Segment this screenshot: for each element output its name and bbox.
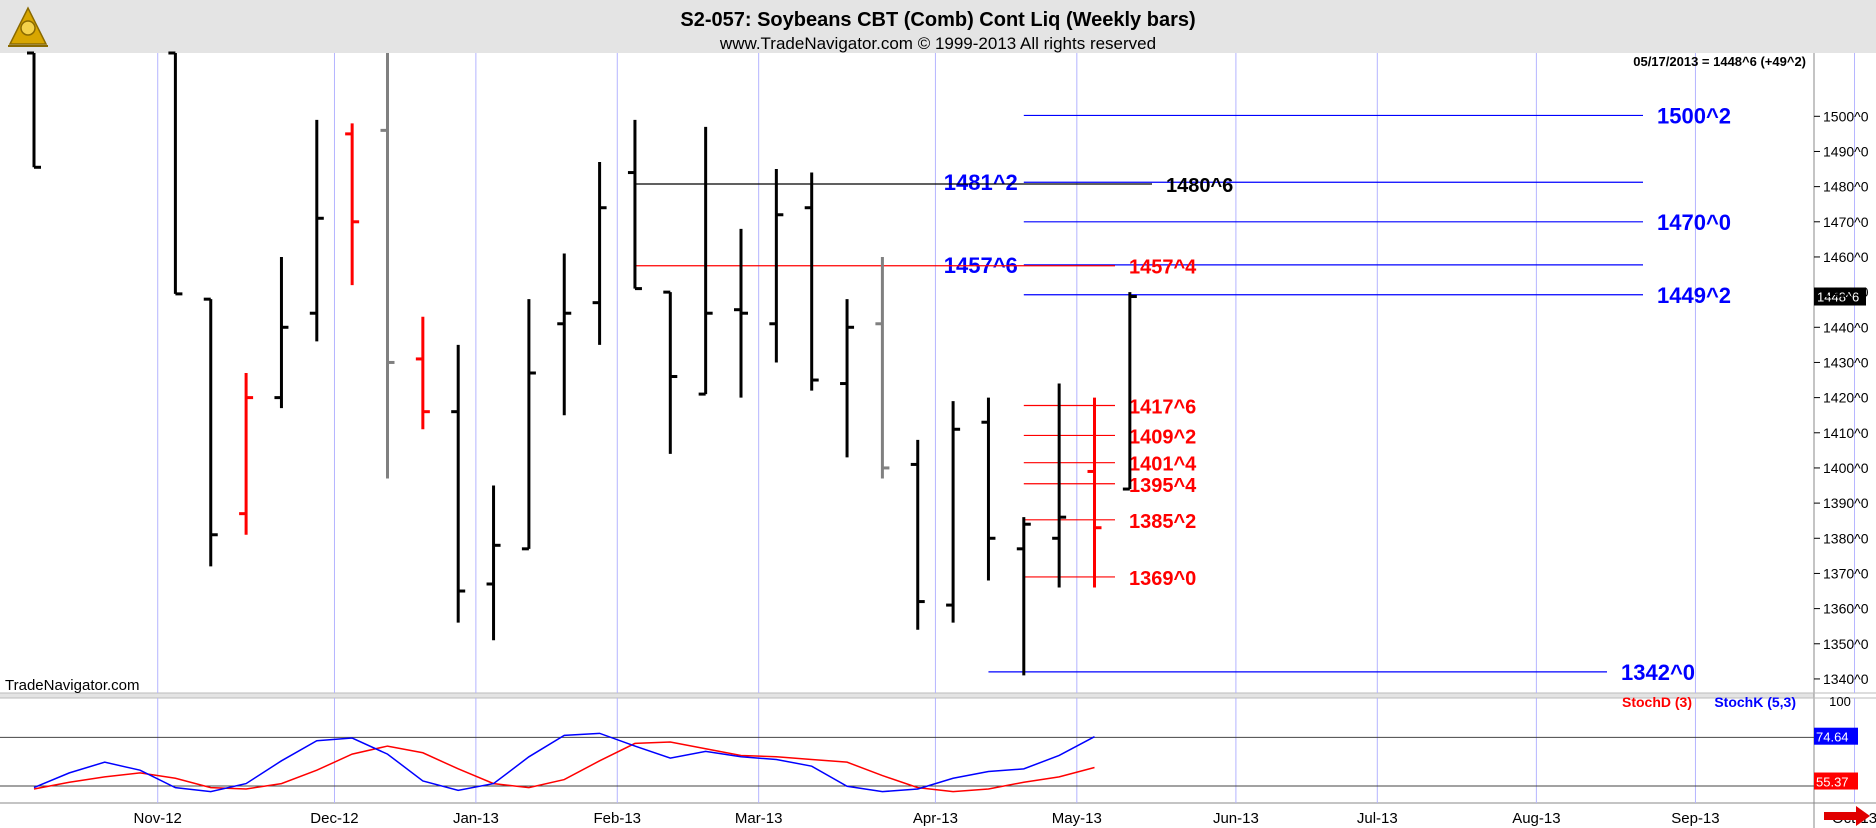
price-tick-label: 1390^0 xyxy=(1823,495,1869,511)
price-tick-label: 1440^0 xyxy=(1823,319,1869,335)
time-axis xyxy=(0,803,1876,828)
time-tick-label: Apr-13 xyxy=(913,810,958,827)
level-label: 1369^0 xyxy=(1129,568,1196,590)
scroll-right-icon[interactable] xyxy=(1824,806,1870,826)
legend-stochd: StochD (3) xyxy=(1622,694,1692,710)
price-bar xyxy=(274,256,289,409)
chart-title: S2-057: Soybeans CBT (Comb) Cont Liq (We… xyxy=(680,9,1195,31)
time-tick-label: Mar-13 xyxy=(735,810,783,827)
price-tick-label: 1430^0 xyxy=(1823,354,1869,370)
price-bar xyxy=(946,401,961,623)
price-bar xyxy=(875,256,890,479)
price-bar xyxy=(380,53,395,479)
price-bar xyxy=(1052,383,1067,588)
price-bar xyxy=(1122,292,1137,491)
price-tick-label: 1450^0 xyxy=(1823,284,1869,300)
level-label: 1481^2 xyxy=(944,170,1018,195)
price-bar xyxy=(521,299,536,551)
price-bar xyxy=(592,162,607,345)
price-tick-label: 1380^0 xyxy=(1823,530,1869,546)
price-tick-label: 1370^0 xyxy=(1823,565,1869,581)
level-label: 1409^2 xyxy=(1129,426,1196,448)
price-panel xyxy=(0,53,1814,693)
price-bar xyxy=(1087,397,1102,588)
price-bar xyxy=(910,439,925,630)
price-tick-label: 1340^0 xyxy=(1823,671,1869,687)
time-tick-label: Jun-13 xyxy=(1213,810,1259,827)
last-price-box xyxy=(1814,287,1866,306)
price-tick-label: 1410^0 xyxy=(1823,425,1869,441)
price-tick-label: 1350^0 xyxy=(1823,636,1869,652)
stoch-value-box xyxy=(1814,727,1858,745)
level-label: 1342^0 xyxy=(1621,660,1695,685)
last-price-label: 1448^6 xyxy=(1817,290,1859,305)
watermark: TradeNavigator.com xyxy=(5,677,140,694)
level-label: 1500^2 xyxy=(1657,103,1731,128)
grid-lines xyxy=(0,53,1856,803)
level-label: 1480^6 xyxy=(1166,175,1233,197)
price-bar xyxy=(345,123,360,286)
price-bar xyxy=(804,172,819,391)
time-tick-label: Aug-13 xyxy=(1512,810,1560,827)
price-bar xyxy=(415,316,430,430)
price-bar xyxy=(981,397,996,581)
time-tick-label: May-13 xyxy=(1052,810,1102,827)
stoch-value-box xyxy=(1814,772,1858,790)
price-bars: 1448^6 xyxy=(27,51,1866,676)
stoch-tick-100: 100 xyxy=(1829,694,1851,709)
price-tick-label: 1490^0 xyxy=(1823,143,1869,159)
stochd-line xyxy=(33,741,1095,793)
price-bar xyxy=(486,485,501,641)
price-tick-label: 1400^0 xyxy=(1823,460,1869,476)
time-tick-label: Jan-13 xyxy=(453,810,499,827)
sextant-icon[interactable] xyxy=(8,6,48,47)
price-tick-label: 1480^0 xyxy=(1823,179,1869,195)
price-bar xyxy=(698,126,713,396)
price-tick-label: 1420^0 xyxy=(1823,390,1869,406)
price-bar xyxy=(734,228,748,398)
stochk-line xyxy=(33,732,1095,793)
level-label: 1417^6 xyxy=(1129,397,1196,419)
level-label: 1385^2 xyxy=(1129,511,1196,533)
level-label: 1449^2 xyxy=(1657,283,1731,308)
price-bar xyxy=(239,373,254,535)
time-tick-label: Nov-12 xyxy=(134,810,182,827)
level-label: 1395^4 xyxy=(1129,475,1197,497)
price-axis xyxy=(1814,53,1876,803)
level-label: 1457^4 xyxy=(1129,257,1197,279)
stoch-value-label: 74.64 xyxy=(1816,730,1849,745)
price-bar xyxy=(769,169,784,363)
time-tick-label: Sep-13 xyxy=(1671,810,1719,827)
stochastic-lines: 55.37 74.64 xyxy=(33,727,1858,793)
price-tick-label: 1360^0 xyxy=(1823,601,1869,617)
price-bar xyxy=(663,290,678,454)
price-tick-label: 1460^0 xyxy=(1823,249,1869,265)
price-bar xyxy=(627,119,642,291)
price-tick-label: 1470^0 xyxy=(1823,214,1869,230)
price-bar xyxy=(27,51,41,169)
price-bar xyxy=(1016,517,1031,676)
time-tick-label: Dec-12 xyxy=(310,810,358,827)
indicator-panel xyxy=(0,698,1814,803)
time-tick-label: Feb-13 xyxy=(594,810,642,827)
price-bar xyxy=(451,344,466,623)
price-bar xyxy=(840,299,855,458)
chart-subtitle: www.TradeNavigator.com © 1999-2013 All r… xyxy=(719,34,1156,53)
price-tick-label: 1500^0 xyxy=(1823,108,1869,124)
level-lines: 1500^21481^21470^01457^61449^21342^01480… xyxy=(634,103,1731,685)
level-label: 1470^0 xyxy=(1657,210,1731,235)
last-quote: 05/17/2013 = 1448^6 (+49^2) xyxy=(1633,54,1806,69)
price-bar xyxy=(168,51,183,296)
price-bar xyxy=(309,119,324,342)
time-tick-label: Jul-13 xyxy=(1357,810,1398,827)
stoch-value-label: 55.37 xyxy=(1816,775,1849,790)
legend-stochk: StochK (5,3) xyxy=(1714,694,1796,710)
level-label: 1401^4 xyxy=(1129,454,1197,476)
price-bar xyxy=(557,253,572,416)
price-bar xyxy=(203,297,218,567)
